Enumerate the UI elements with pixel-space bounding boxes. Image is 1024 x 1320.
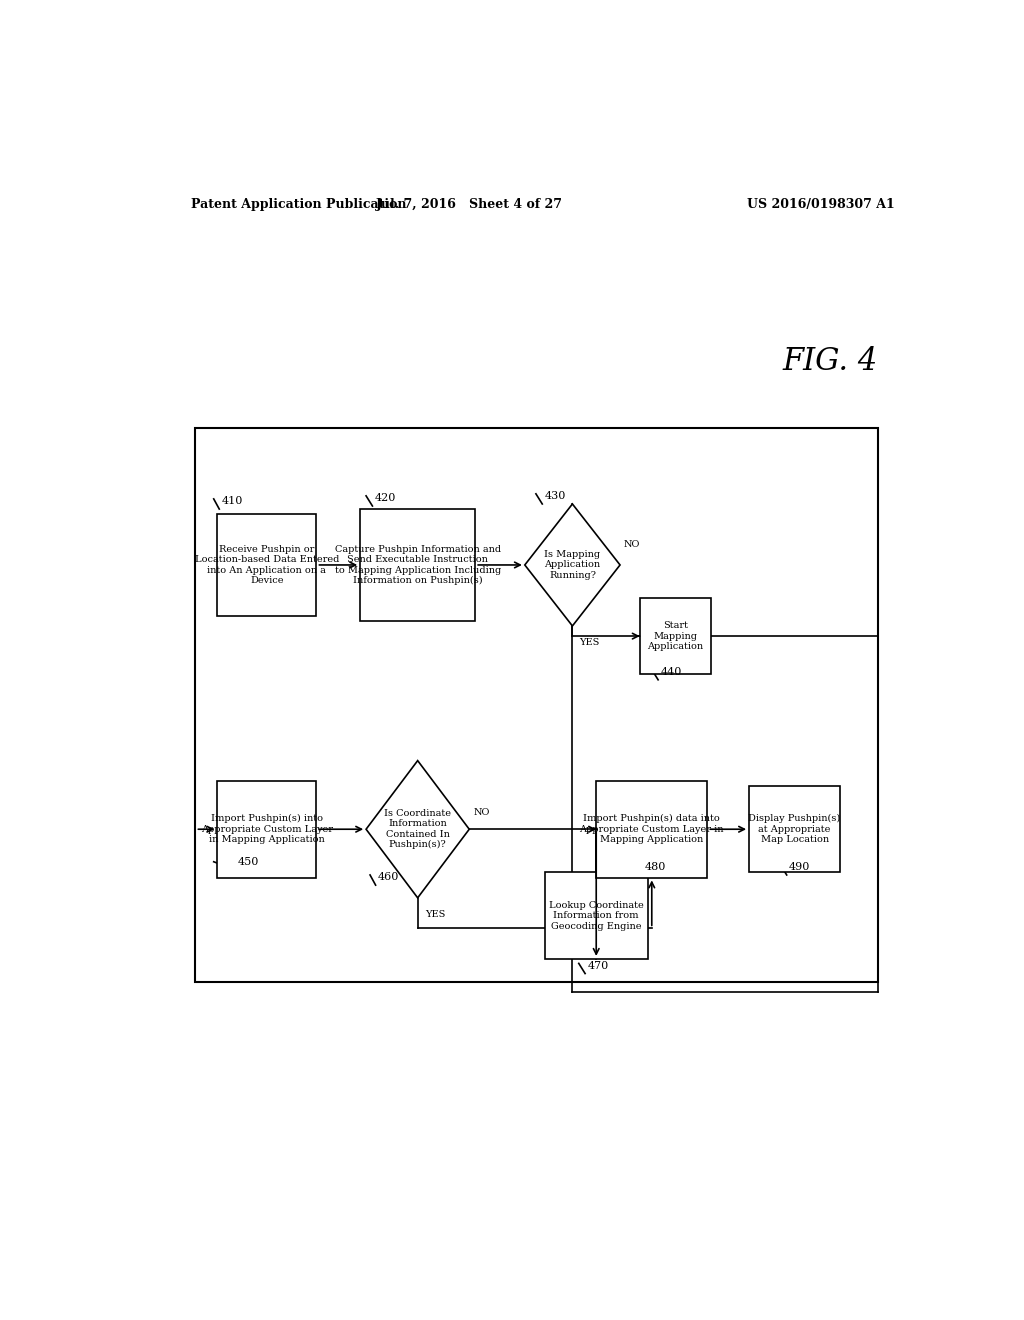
Text: NO: NO [624,540,640,549]
Text: YES: YES [426,909,446,919]
FancyBboxPatch shape [545,873,648,958]
Text: Is Mapping
Application
Running?: Is Mapping Application Running? [545,550,600,579]
Text: 450: 450 [238,857,259,867]
FancyBboxPatch shape [640,598,712,675]
Text: Import Pushpin(s) into
Appropriate Custom Layer
in Mapping Application: Import Pushpin(s) into Appropriate Custo… [201,814,333,845]
Text: 460: 460 [378,873,399,882]
Text: 440: 440 [660,667,682,677]
Text: 470: 470 [588,961,608,970]
FancyBboxPatch shape [596,781,708,878]
Text: Capture Pushpin Information and
Send Executable Instruction
to Mapping Applicati: Capture Pushpin Information and Send Exe… [335,545,501,585]
Text: YES: YES [579,638,599,647]
Text: US 2016/0198307 A1: US 2016/0198307 A1 [748,198,895,211]
Text: 430: 430 [545,491,566,500]
Text: Lookup Coordinate
Information from
Geocoding Engine: Lookup Coordinate Information from Geoco… [549,900,644,931]
Text: Is Coordinate
Information
Contained In
Pushpin(s)?: Is Coordinate Information Contained In P… [384,809,452,849]
Text: Start
Mapping
Application: Start Mapping Application [647,622,703,651]
Text: NO: NO [473,808,489,817]
Text: Import Pushpin(s) data into
Appropriate Custom Layer in
Mapping Application: Import Pushpin(s) data into Appropriate … [580,814,724,845]
FancyBboxPatch shape [360,510,475,620]
Text: FIG. 4: FIG. 4 [782,346,878,378]
Text: Display Pushpin(s)
at Appropriate
Map Location: Display Pushpin(s) at Appropriate Map Lo… [749,814,841,845]
FancyBboxPatch shape [749,785,841,873]
Text: 420: 420 [375,492,396,503]
Text: 410: 410 [221,496,243,506]
Polygon shape [367,760,469,898]
Text: 490: 490 [790,862,810,873]
FancyBboxPatch shape [217,781,316,878]
Polygon shape [524,504,621,626]
Text: Patent Application Publication: Patent Application Publication [191,198,407,211]
Text: Jul. 7, 2016   Sheet 4 of 27: Jul. 7, 2016 Sheet 4 of 27 [376,198,563,211]
Text: 480: 480 [645,862,666,873]
FancyBboxPatch shape [217,515,316,616]
Text: Receive Pushpin or
Location-based Data Entered
into An Application on a
Device: Receive Pushpin or Location-based Data E… [195,545,339,585]
